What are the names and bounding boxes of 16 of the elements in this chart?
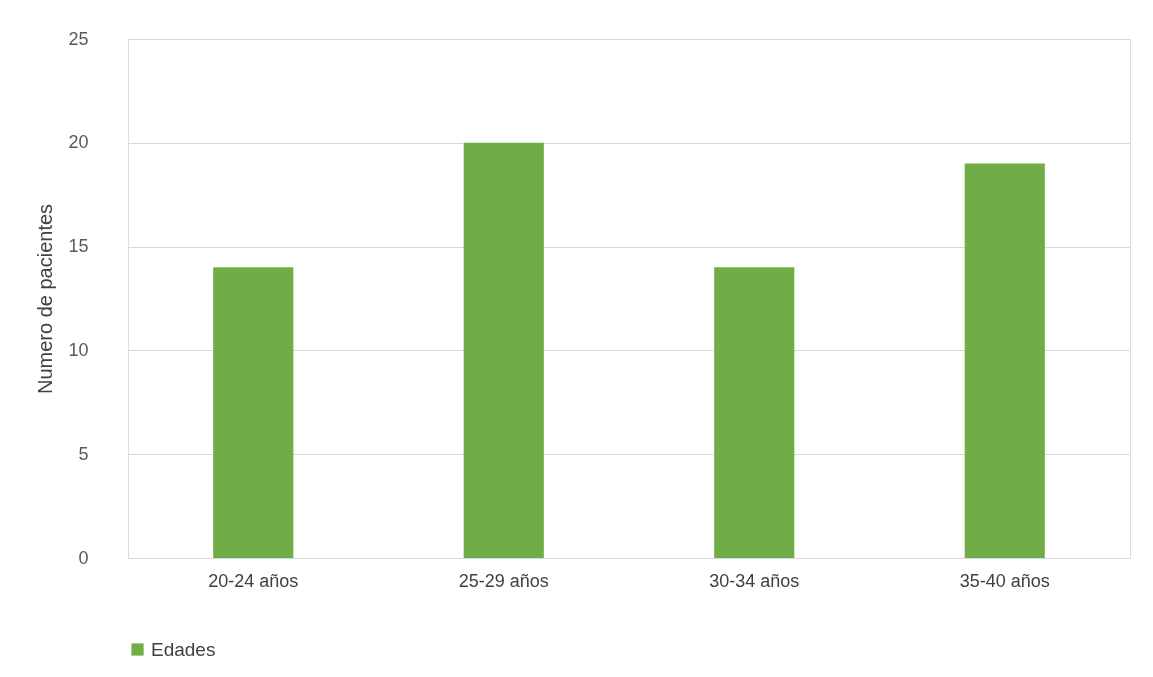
y-tick-label: 25 xyxy=(68,28,89,49)
bar xyxy=(463,142,544,558)
bar xyxy=(213,267,294,558)
y-tick-label: 15 xyxy=(68,236,89,257)
legend-label: Edades xyxy=(151,638,216,660)
x-tick-label: 30-34 años xyxy=(709,570,800,591)
y-axis-title: Numero de pacientes xyxy=(34,203,57,395)
x-tick-label: 25-29 años xyxy=(458,570,549,591)
y-tick-label: 20 xyxy=(68,132,89,153)
y-tick-label: 0 xyxy=(78,547,89,568)
x-tick-label: 20-24 años xyxy=(208,570,299,591)
bar xyxy=(964,163,1045,558)
y-tick-label: 10 xyxy=(68,339,89,360)
y-tick-label: 5 xyxy=(78,443,89,464)
bar xyxy=(714,267,795,558)
x-tick-label: 35-40 años xyxy=(959,570,1050,591)
